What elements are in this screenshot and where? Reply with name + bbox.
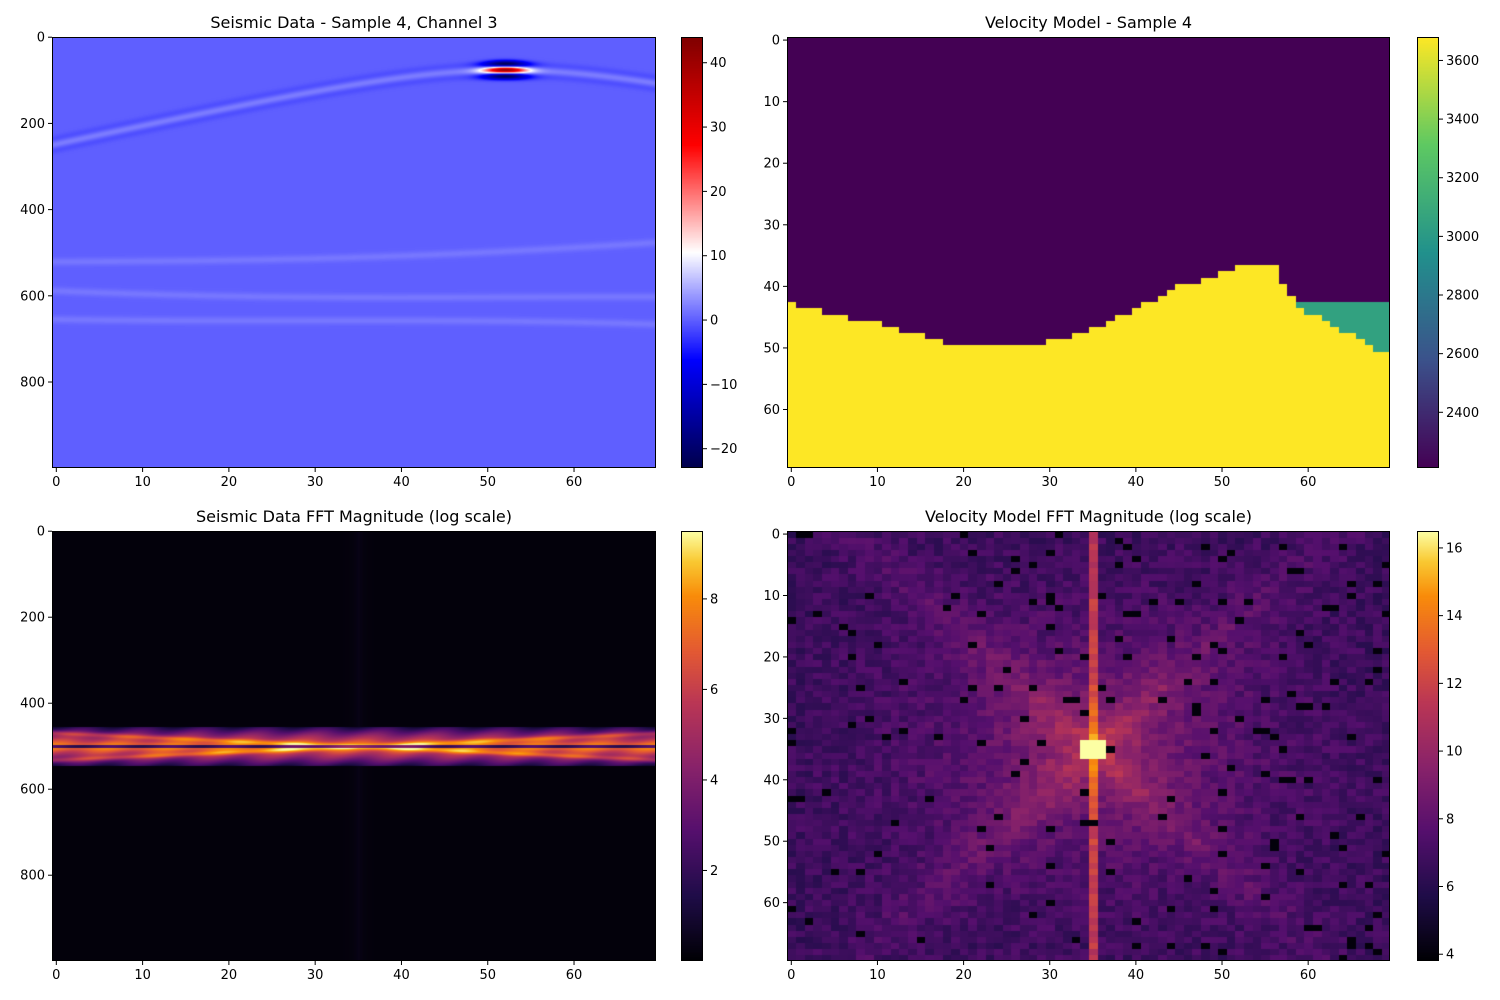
colorbar-tick-label: 10: [1446, 745, 1463, 760]
colorbar-tick-label: 4: [1446, 948, 1454, 963]
colorbar-tick-label: 14: [1446, 609, 1463, 624]
colorbar-tick-label: 16: [1446, 541, 1463, 556]
colorbar-tick-label: 6: [1446, 880, 1454, 895]
colorbar-frame: [1418, 532, 1439, 961]
colorbar-tick-label: 8: [1446, 812, 1454, 827]
colorbar-tick-label: 12: [1446, 677, 1463, 692]
